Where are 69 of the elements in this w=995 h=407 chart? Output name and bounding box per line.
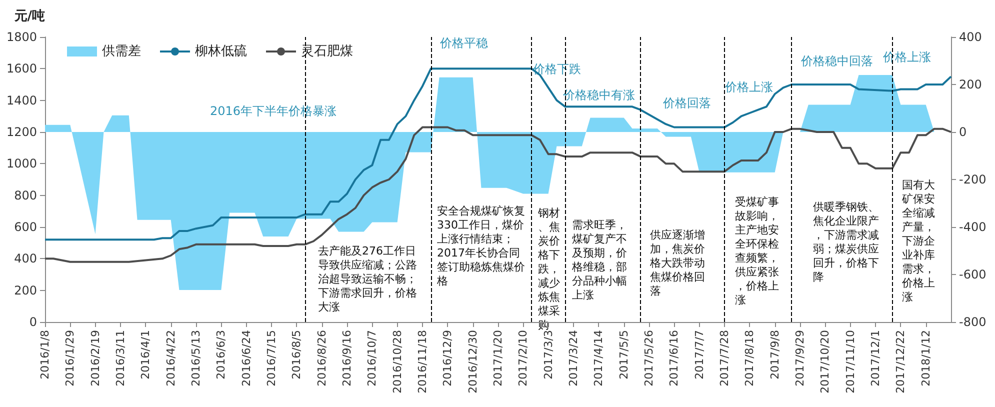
annotation: 价格回落 [662, 96, 711, 110]
x-tick-label: 2016/1/8 [38, 330, 52, 380]
x-tick-label: 2017/5/5 [617, 330, 630, 380]
legend-label: 供需差 [102, 44, 141, 59]
annotation: 去产能及276工作日导致供应缩减；公路治超导致运输不畅；下游需求回升，价格大涨 [318, 244, 417, 314]
y-tick-label: 800 [14, 188, 37, 202]
y2-tick-label: -200 [959, 172, 986, 186]
x-tick-label: 2017/6/16 [668, 330, 681, 386]
y2-tick-label: 400 [959, 30, 982, 44]
x-tick-label: 2016/8/5 [290, 330, 304, 380]
text: 国有大矿保安全缩减产量，下游企业补库需求，价格上涨 [902, 178, 935, 304]
y2-tick-label: -800 [959, 315, 986, 329]
x-tick-label: 2017/2/10 [516, 330, 530, 386]
y-tick-label: 600 [14, 220, 37, 234]
annotation: 安全合规煤矿恢复330工作日，煤价上涨行情结束；2017年长协合同签订助稳炼焦煤价格 [436, 204, 525, 288]
x-tick-label: 2016/8/26 [315, 330, 328, 386]
annotation: 价格上涨 [724, 80, 773, 94]
x-tick-label: 2016/6/3 [214, 330, 228, 380]
x-tick-label: 2017/9/8 [768, 330, 782, 380]
x-tick-label: 2016/11/18 [416, 330, 429, 394]
y2-tick-label: 0 [959, 125, 967, 139]
y2-tick-label: 200 [959, 78, 982, 92]
x-tick-label: 2017/12/1 [869, 330, 882, 386]
x-tick-label: 2016/10/7 [366, 330, 379, 386]
annotation: 价格稳中回落 [800, 54, 873, 68]
x-tick-label: 2017/1/20 [492, 330, 504, 386]
x-tick-label: 2016/10/28 [390, 330, 404, 394]
x-tick-label: 2016/12/30 [466, 330, 480, 394]
x-tick-label: 2017/4/14 [592, 330, 606, 386]
x-tick-label: 2016/5/13 [190, 330, 202, 386]
y-axis-title: 元/吨 [13, 9, 45, 24]
x-tick-label: 2017/5/26 [642, 330, 656, 386]
x-tick-label: 2018/1/12 [919, 330, 932, 386]
x-tick-label: 2017/11/10 [844, 330, 857, 394]
x-tick-label: 2016/2/19 [88, 330, 102, 386]
x-tick-label: 2016/4/22 [164, 330, 178, 386]
x-tick-label: 2016/6/24 [240, 330, 253, 386]
y-tick-label: 1600 [6, 62, 37, 76]
annotation: 供暖季钢铁、焦化企业限产，下游需求减弱；煤炭供应回升，价格下降 [813, 200, 879, 284]
x-tick-label: 2016/4/1 [139, 330, 152, 380]
legend-label: 柳林低硫 [195, 44, 247, 59]
y-tick-label: 1200 [6, 125, 37, 139]
x-tick-label: 2017/8/18 [743, 330, 756, 386]
y2-tick-label: -600 [959, 268, 986, 282]
x-tick-label: 2016/7/15 [265, 330, 278, 386]
x-tick-label: 2017/10/20 [818, 330, 832, 394]
x-tick-label: 2016/1/29 [64, 330, 77, 386]
annotation: 价格平稳 [439, 36, 488, 50]
y-tick-label: 200 [14, 283, 37, 298]
y2-tick-label: -400 [959, 220, 986, 234]
annotation: 需求旺季，煤矿复产不及预期，价格维稳，部分品种小幅上涨 [571, 218, 627, 302]
y-tick-label: 0 [29, 315, 37, 329]
x-tick-label: 2016/12/9 [441, 330, 454, 386]
annotation: 受煤矿事故影响，主产地安全环保检查频繁，供应紧张，价格上涨 [735, 196, 779, 306]
y-tick-label: 1800 [6, 30, 37, 44]
x-tick-label: 2017/3/3 [542, 330, 555, 380]
y-tick-label: 1400 [6, 93, 37, 108]
x-tick-label: 2017/7/28 [718, 330, 731, 386]
x-tick-label: 2017/12/22 [894, 330, 908, 394]
annotation: 供应逐渐增加，焦炭价格大跌带动焦煤价格回落 [649, 228, 705, 298]
x-tick-label: 2017/9/29 [794, 330, 806, 386]
x-tick-label: 2017/7/7 [692, 330, 706, 380]
annotation: 价格上涨 [882, 50, 931, 64]
y-tick-label: 1000 [6, 156, 37, 171]
x-tick-label: 2017/3/24 [567, 330, 580, 386]
x-tick-label: 2016/3/11 [114, 330, 127, 386]
y-tick-label: 400 [14, 252, 37, 266]
annotation: 2016年下半年价格暴涨 [210, 104, 337, 118]
x-tick-label: 2016/9/16 [340, 330, 354, 386]
